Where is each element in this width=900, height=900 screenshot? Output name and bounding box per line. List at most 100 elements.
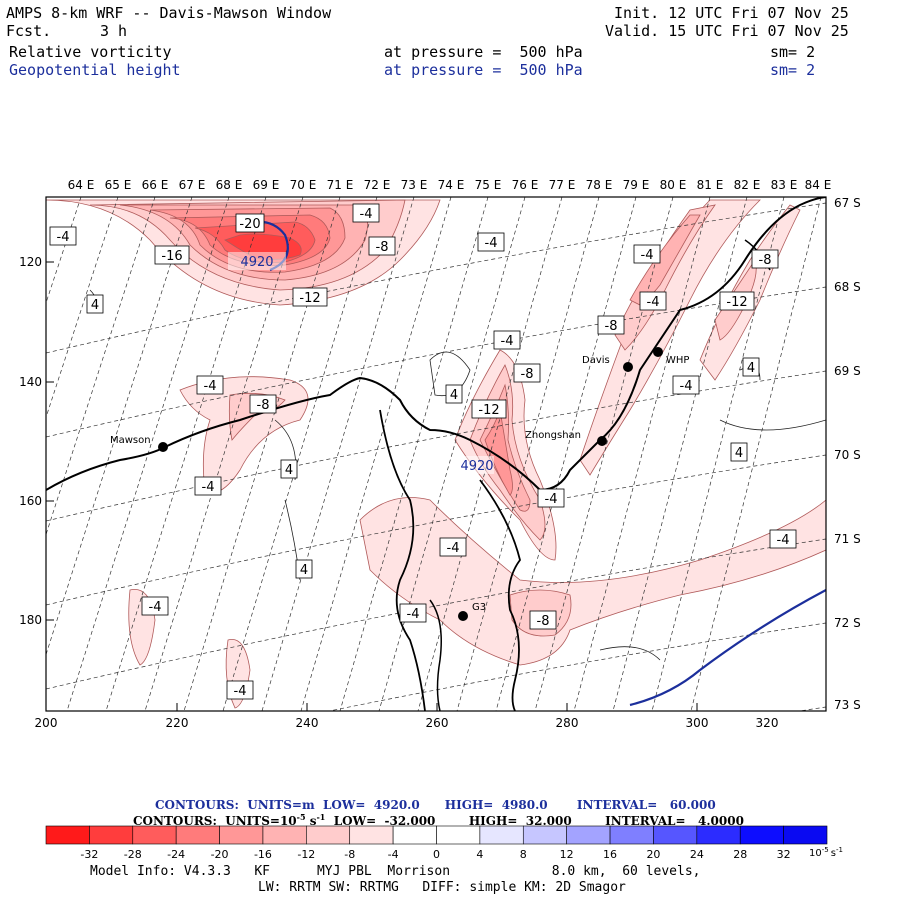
meridian-line bbox=[261, 197, 415, 711]
field1-name: Relative vorticity bbox=[9, 43, 172, 61]
contour-label: -4 bbox=[49, 226, 77, 246]
svg-text:-4: -4 bbox=[777, 533, 790, 548]
colorbar-cells bbox=[45, 825, 828, 845]
lon-label: 84 E bbox=[805, 178, 832, 192]
contour-label: -8 bbox=[529, 610, 557, 630]
height-contour-info: CONTOURS: UNITS=m LOW= 4920.0 HIGH= 4980… bbox=[155, 798, 716, 812]
station-marker-g3 bbox=[458, 611, 468, 621]
colorbar-label: -12 bbox=[297, 848, 315, 861]
x-tick: 240 bbox=[296, 716, 319, 730]
colorbar-label: -4 bbox=[388, 848, 399, 861]
station-marker-davis bbox=[623, 362, 633, 372]
map-frame bbox=[45, 196, 827, 712]
contour-label: -12 bbox=[471, 399, 507, 419]
field2-name: Geopotential height bbox=[9, 61, 181, 79]
station-label-mawson: Mawson bbox=[110, 435, 151, 446]
field2-level: at pressure = 500 hPa bbox=[384, 61, 583, 79]
colorbar-label: 24 bbox=[690, 848, 704, 861]
y-tick: 180 bbox=[19, 613, 42, 627]
colorbar-cell bbox=[45, 825, 90, 845]
x-tick: 280 bbox=[556, 716, 579, 730]
lat-label: 73 S bbox=[834, 698, 861, 712]
colorbar-label: -8 bbox=[344, 848, 355, 861]
station-marker-mawson bbox=[158, 442, 168, 452]
contour-label: -4 bbox=[196, 375, 224, 395]
lon-labels: 64 E 65 E 66 E 67 E 68 E 69 E 70 E 71 E … bbox=[68, 178, 832, 192]
colorbar-cell bbox=[653, 825, 698, 845]
vorticity-contour-text: CONTOURS: UNITS=10 bbox=[133, 814, 297, 828]
y-tick: 140 bbox=[19, 375, 42, 389]
lon-label: 77 E bbox=[549, 178, 576, 192]
contour-label: 4 bbox=[280, 459, 298, 479]
svg-text:-4: -4 bbox=[647, 295, 660, 310]
contour-label: -8 bbox=[368, 236, 396, 256]
contour-label: -4 bbox=[672, 375, 700, 395]
x-tick: 200 bbox=[35, 716, 58, 730]
contour-label: 4 bbox=[86, 294, 104, 314]
x-tick: 300 bbox=[686, 716, 709, 730]
svg-text:-20: -20 bbox=[239, 217, 260, 232]
station-label-whp: WHP bbox=[666, 355, 689, 366]
x-tick: 320 bbox=[756, 716, 779, 730]
contour-label: -4 bbox=[352, 203, 380, 223]
parallel-line bbox=[46, 286, 826, 438]
svg-text:-4: -4 bbox=[501, 334, 514, 349]
station-marker-zhongshan bbox=[597, 436, 607, 446]
svg-text:-4: -4 bbox=[234, 684, 247, 699]
vorticity-contour-range: LOW= -32.000 HIGH= 32.000 INTERVAL= 4.00… bbox=[325, 814, 744, 828]
colorbar-cell bbox=[219, 825, 264, 845]
vorticity-contour-unit: s bbox=[305, 814, 317, 828]
contour-label: -4 bbox=[439, 537, 467, 557]
svg-text:4: 4 bbox=[300, 563, 308, 578]
colorbar: -32 -28 -24 -20 -16 -12 -8 -4 0 4 8 12 16 20 24 28 32 10… bbox=[45, 825, 843, 861]
contour-label: -8 bbox=[249, 394, 277, 414]
lat-label: 69 S bbox=[834, 364, 861, 378]
svg-text:-8: -8 bbox=[605, 319, 618, 334]
x-tick: 260 bbox=[426, 716, 449, 730]
svg-text:-8: -8 bbox=[759, 253, 772, 268]
meridian-line bbox=[456, 197, 600, 711]
svg-text:-4: -4 bbox=[57, 230, 70, 245]
colorbar-cell bbox=[783, 825, 828, 845]
svg-text:4: 4 bbox=[735, 446, 743, 461]
svg-text:-4: -4 bbox=[447, 541, 460, 556]
field2-smooth: sm= 2 bbox=[770, 61, 816, 79]
meridian-line bbox=[46, 197, 193, 656]
lon-label: 81 E bbox=[697, 178, 724, 192]
meridian-line bbox=[690, 197, 822, 711]
svg-text:4: 4 bbox=[285, 463, 293, 478]
contour-label: -4 bbox=[493, 330, 521, 350]
contour-label: -8 bbox=[751, 249, 779, 269]
contour-label: -4 bbox=[194, 476, 222, 496]
lon-label: 74 E bbox=[438, 178, 465, 192]
colorbar-cell bbox=[392, 825, 437, 845]
svg-text:4: 4 bbox=[91, 298, 99, 313]
svg-text:-12: -12 bbox=[726, 295, 747, 310]
vorticity-contour-exp: -5 bbox=[296, 812, 306, 822]
field1-level: at pressure = 500 hPa bbox=[384, 43, 583, 61]
lon-label: 68 E bbox=[216, 178, 243, 192]
meridian-line bbox=[105, 197, 267, 711]
parallel-line bbox=[46, 202, 826, 354]
station-label-davis: Davis bbox=[582, 355, 610, 366]
colorbar-cell bbox=[89, 825, 134, 845]
colorbar-cell bbox=[349, 825, 394, 845]
lon-label: 67 E bbox=[179, 178, 206, 192]
parallel-line bbox=[46, 454, 826, 606]
meridian-line bbox=[534, 197, 674, 711]
svg-text:-4: -4 bbox=[204, 379, 217, 394]
ice-shelf-outline bbox=[379, 409, 426, 711]
colorbar-label: -32 bbox=[80, 848, 98, 861]
lat-label: 72 S bbox=[834, 616, 861, 630]
svg-text:-4: -4 bbox=[360, 207, 373, 222]
colorbar-cell bbox=[479, 825, 524, 845]
parallel-line bbox=[46, 538, 826, 690]
x-tick: 220 bbox=[166, 716, 189, 730]
svg-text:-12: -12 bbox=[478, 403, 499, 418]
svg-text:-8: -8 bbox=[521, 367, 534, 382]
lon-label: 76 E bbox=[512, 178, 539, 192]
meridian-line bbox=[651, 197, 785, 711]
lon-label: 80 E bbox=[660, 178, 687, 192]
colorbar-cell bbox=[262, 825, 307, 845]
colorbar-label: -24 bbox=[167, 848, 185, 861]
